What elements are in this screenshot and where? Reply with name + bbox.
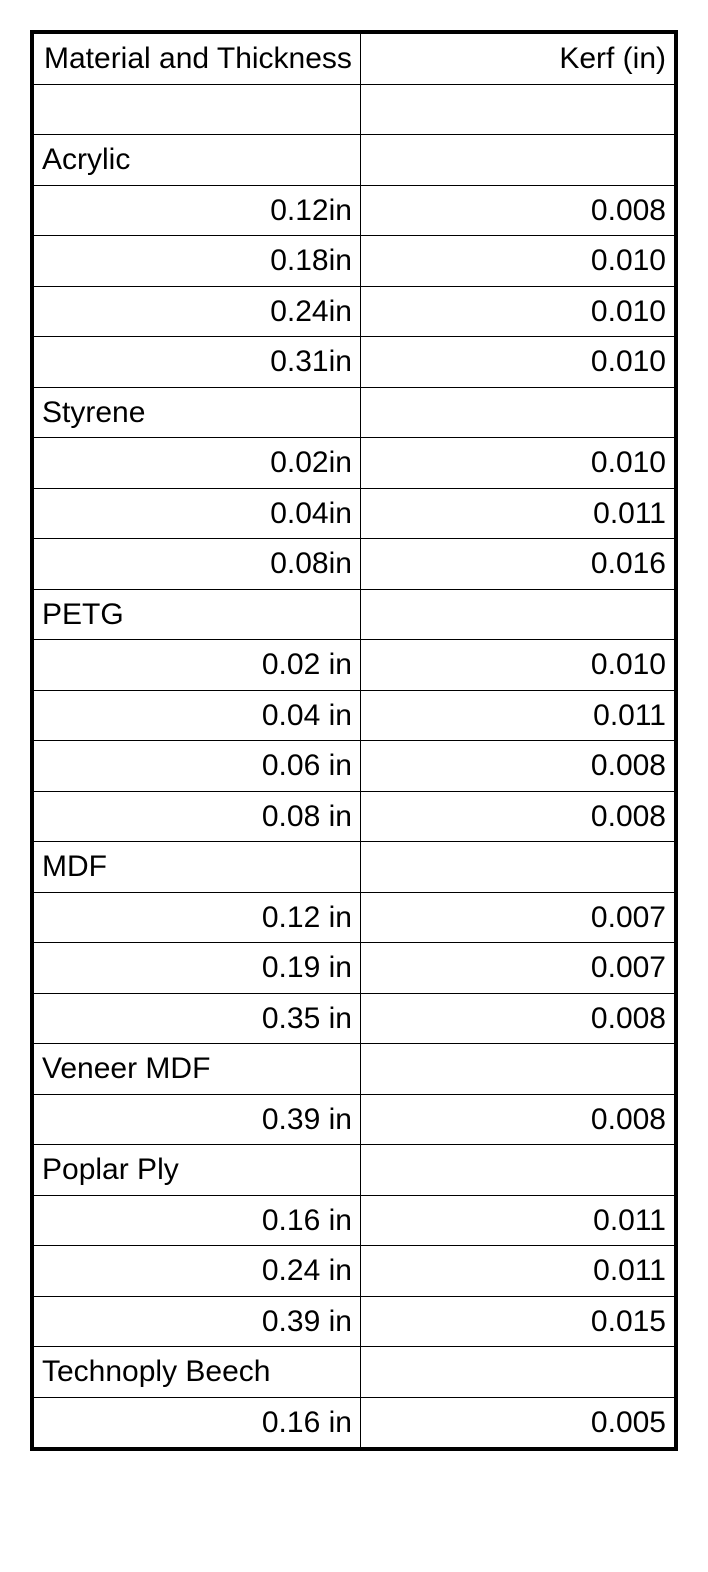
thickness-cell: 0.18in [32, 236, 360, 287]
col-header-kerf: Kerf (in) [360, 32, 676, 84]
kerf-cell: 0.008 [360, 741, 676, 792]
thickness-cell: 0.24in [32, 286, 360, 337]
table-row: 0.16 in0.011 [32, 1195, 676, 1246]
page: Material and Thickness Kerf (in) Acrylic… [0, 0, 708, 1481]
table-row: 0.12 in0.007 [32, 892, 676, 943]
table-row: Technoply Beech [32, 1347, 676, 1398]
table-row: Acrylic [32, 135, 676, 186]
kerf-cell: 0.007 [360, 943, 676, 994]
thickness-cell: 0.08in [32, 539, 360, 590]
kerf-cell: 0.016 [360, 539, 676, 590]
kerf-cell: 0.007 [360, 892, 676, 943]
table-row: 0.12in0.008 [32, 185, 676, 236]
group-kerf-empty [360, 1347, 676, 1398]
kerf-cell: 0.011 [360, 488, 676, 539]
kerf-cell: 0.010 [360, 236, 676, 287]
group-kerf-empty [360, 135, 676, 186]
kerf-cell: 0.005 [360, 1397, 676, 1449]
group-kerf-empty [360, 589, 676, 640]
table-row: 0.02 in0.010 [32, 640, 676, 691]
table-row: Veneer MDF [32, 1044, 676, 1095]
blank-cell [360, 84, 676, 135]
table-row: 0.19 in0.007 [32, 943, 676, 994]
thickness-cell: 0.02in [32, 438, 360, 489]
kerf-cell: 0.008 [360, 791, 676, 842]
kerf-cell: 0.011 [360, 1246, 676, 1297]
table-row: 0.04in0.011 [32, 488, 676, 539]
table-row: 0.04 in0.011 [32, 690, 676, 741]
kerf-cell: 0.011 [360, 1195, 676, 1246]
thickness-cell: 0.02 in [32, 640, 360, 691]
group-label: MDF [32, 842, 360, 893]
kerf-cell: 0.008 [360, 1094, 676, 1145]
kerf-cell: 0.010 [360, 337, 676, 388]
thickness-cell: 0.08 in [32, 791, 360, 842]
table-row: Poplar Ply [32, 1145, 676, 1196]
thickness-cell: 0.06 in [32, 741, 360, 792]
table-row: 0.16 in0.005 [32, 1397, 676, 1449]
kerf-cell: 0.008 [360, 185, 676, 236]
thickness-cell: 0.16 in [32, 1195, 360, 1246]
table-row: MDF [32, 842, 676, 893]
table-row: 0.02in0.010 [32, 438, 676, 489]
kerf-cell: 0.010 [360, 438, 676, 489]
thickness-cell: 0.24 in [32, 1246, 360, 1297]
kerf-cell: 0.011 [360, 690, 676, 741]
group-kerf-empty [360, 842, 676, 893]
thickness-cell: 0.39 in [32, 1296, 360, 1347]
table-row: 0.08in0.016 [32, 539, 676, 590]
table-row: Styrene [32, 387, 676, 438]
kerf-cell: 0.010 [360, 286, 676, 337]
thickness-cell: 0.39 in [32, 1094, 360, 1145]
group-label: Veneer MDF [32, 1044, 360, 1095]
kerf-cell: 0.008 [360, 993, 676, 1044]
table-row [32, 84, 676, 135]
table-row: 0.08 in0.008 [32, 791, 676, 842]
table-row: 0.31in0.010 [32, 337, 676, 388]
table-row: 0.35 in0.008 [32, 993, 676, 1044]
kerf-cell: 0.010 [360, 640, 676, 691]
blank-cell [32, 84, 360, 135]
thickness-cell: 0.35 in [32, 993, 360, 1044]
table-row: 0.06 in0.008 [32, 741, 676, 792]
thickness-cell: 0.04 in [32, 690, 360, 741]
table-row: 0.39 in0.015 [32, 1296, 676, 1347]
group-label: Poplar Ply [32, 1145, 360, 1196]
group-kerf-empty [360, 1145, 676, 1196]
group-label: PETG [32, 589, 360, 640]
kerf-table-body: Acrylic0.12in0.0080.18in0.0100.24in0.010… [32, 84, 676, 1449]
thickness-cell: 0.04in [32, 488, 360, 539]
group-label: Technoply Beech [32, 1347, 360, 1398]
table-row: 0.24in0.010 [32, 286, 676, 337]
thickness-cell: 0.31in [32, 337, 360, 388]
group-label: Styrene [32, 387, 360, 438]
col-header-material: Material and Thickness [32, 32, 360, 84]
kerf-table: Material and Thickness Kerf (in) Acrylic… [30, 30, 678, 1451]
table-header-row: Material and Thickness Kerf (in) [32, 32, 676, 84]
table-row: 0.18in0.010 [32, 236, 676, 287]
thickness-cell: 0.19 in [32, 943, 360, 994]
thickness-cell: 0.16 in [32, 1397, 360, 1449]
table-row: 0.24 in0.011 [32, 1246, 676, 1297]
kerf-cell: 0.015 [360, 1296, 676, 1347]
table-row: PETG [32, 589, 676, 640]
group-label: Acrylic [32, 135, 360, 186]
table-row: 0.39 in0.008 [32, 1094, 676, 1145]
thickness-cell: 0.12 in [32, 892, 360, 943]
thickness-cell: 0.12in [32, 185, 360, 236]
group-kerf-empty [360, 387, 676, 438]
group-kerf-empty [360, 1044, 676, 1095]
